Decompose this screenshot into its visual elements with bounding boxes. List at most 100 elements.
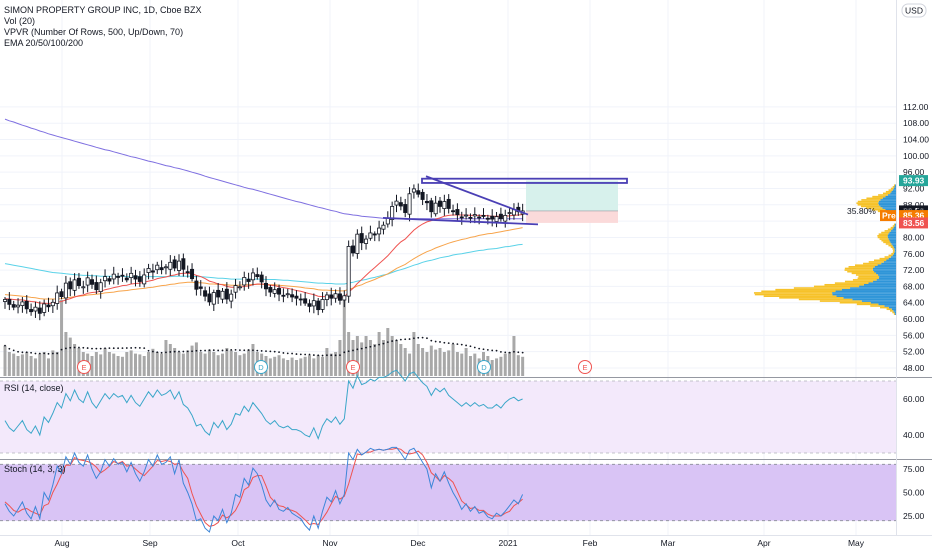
volume-ma-point xyxy=(65,347,67,350)
volume-ma-point xyxy=(391,340,394,342)
rsi-band xyxy=(0,381,896,453)
vpvr-bar-down xyxy=(857,277,879,280)
vpvr-bar-up xyxy=(868,282,896,284)
candle-up xyxy=(242,277,247,286)
candle-up xyxy=(72,279,77,291)
vpvr-bar-up xyxy=(891,308,896,311)
vpvr-bar-down xyxy=(881,239,890,242)
volume-profile xyxy=(753,184,896,315)
volume-ma-point xyxy=(447,342,450,345)
candle-up xyxy=(98,282,103,293)
rsi-label: RSI (14, close) xyxy=(4,383,64,393)
volume-bar xyxy=(294,360,298,376)
volume-ma-point xyxy=(486,348,489,351)
candle-down xyxy=(94,282,99,291)
vpvr-bar-up xyxy=(887,235,896,237)
price-tick-label: 56.00 xyxy=(903,330,925,340)
candle-up xyxy=(407,193,412,215)
volume-ma-point xyxy=(369,345,372,348)
volume-ma-point xyxy=(273,350,276,353)
volume-bar xyxy=(129,350,133,376)
price-tick-label: 52.00 xyxy=(903,347,925,357)
vpvr-bar-up xyxy=(891,243,896,245)
volume-ma-point xyxy=(60,348,63,351)
candle-up xyxy=(324,294,329,301)
volume-bar xyxy=(281,358,285,376)
event-label: E xyxy=(350,363,355,372)
time-axis-label: 2021 xyxy=(499,538,518,548)
vpvr-bar-down xyxy=(878,233,889,235)
price-tick-label: 68.00 xyxy=(903,281,925,291)
candle-down xyxy=(68,281,73,290)
volume-bar xyxy=(38,353,42,376)
currency-button[interactable]: USD xyxy=(901,3,927,18)
stoch-pane[interactable] xyxy=(0,446,896,533)
volume-bar xyxy=(234,352,238,376)
vpvr-bar-down xyxy=(883,241,891,244)
vpvr-bar-up xyxy=(894,186,896,188)
candle-up xyxy=(55,292,60,304)
volume-bar xyxy=(434,349,438,376)
candle-down xyxy=(46,304,51,308)
time-axis-label: Nov xyxy=(322,538,338,548)
candle-down xyxy=(437,200,442,207)
volume-bar xyxy=(90,356,94,376)
event-label: D xyxy=(481,363,487,372)
volume-ma-point xyxy=(156,351,159,354)
price-candles[interactable] xyxy=(3,183,525,321)
volume-ma-point xyxy=(317,354,320,357)
vpvr-bar-up xyxy=(890,192,896,195)
candle-down xyxy=(185,271,190,274)
volume-bar xyxy=(416,344,420,376)
candle-down xyxy=(172,259,177,269)
candle-down xyxy=(216,289,221,298)
vpvr-bar-up xyxy=(878,202,896,204)
vpvr-bar-down xyxy=(851,272,877,275)
vpvr-bar-down xyxy=(775,288,842,291)
vpvr-bar-up xyxy=(895,184,896,187)
vpvr-bar-up xyxy=(852,298,896,301)
volume-bar xyxy=(451,344,455,376)
rsi-pane[interactable] xyxy=(0,369,896,454)
volume-bar xyxy=(355,336,359,376)
vpvr-bar-down xyxy=(856,202,879,204)
vpvr-bar-up xyxy=(876,272,896,275)
vpvr-bar-up xyxy=(863,283,896,286)
volume-bar xyxy=(490,360,494,376)
candle-down xyxy=(59,291,64,297)
volume-ma-point xyxy=(426,337,428,340)
vpvr-bar-up xyxy=(877,264,896,266)
candle-up xyxy=(364,238,369,244)
volume-bar xyxy=(499,356,503,376)
volume-ma-point xyxy=(69,346,72,349)
vpvr-bar-up xyxy=(889,239,896,242)
vpvr-bar-down xyxy=(890,187,894,190)
candle-up xyxy=(3,299,8,302)
vpvr-bar-down xyxy=(888,189,893,191)
vpvr-bar-up xyxy=(836,295,896,297)
vpvr-bar-up xyxy=(894,311,896,314)
volume-bar xyxy=(521,356,525,376)
ema20-line xyxy=(4,214,523,305)
volume-ma-point xyxy=(521,351,524,354)
volume-ma-point xyxy=(473,346,476,349)
volume-bar xyxy=(421,348,425,376)
vpvr-bar-up xyxy=(835,290,896,293)
volume-ma-point xyxy=(252,349,254,352)
volume-ma-point xyxy=(286,352,289,355)
volume-ma-point xyxy=(269,350,272,353)
volume-ma-point xyxy=(195,349,198,352)
volume-bar xyxy=(473,353,477,376)
trend-drawings[interactable] xyxy=(382,175,628,226)
volume-bar xyxy=(186,350,190,376)
volume-ma-point xyxy=(186,350,189,353)
price-tick-label: 76.00 xyxy=(903,249,925,259)
vpvr-bar-up xyxy=(861,300,896,302)
vpvr-bar-up xyxy=(832,292,896,294)
volume-bar xyxy=(138,354,142,376)
vpvr-bar-down xyxy=(754,293,833,296)
volume-ma-point xyxy=(299,353,302,356)
stoch-d-line xyxy=(4,447,523,527)
